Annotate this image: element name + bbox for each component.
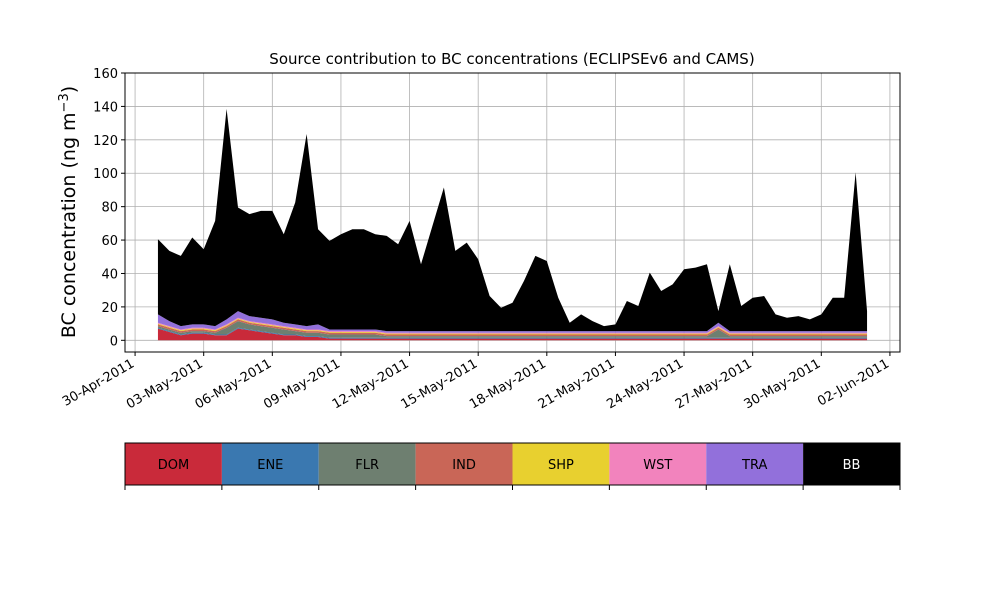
y-tick-label: 160: [93, 67, 118, 82]
y-tick-label: 20: [101, 301, 118, 316]
legend-swatch-flr: [318, 443, 416, 485]
y-axis-ticks: 0 20 40 60 80 100 120 140 160: [93, 67, 125, 349]
area-series-dom: [157, 328, 868, 341]
y-axis-label-main: BC concentration (ng m: [58, 112, 80, 338]
legend-swatch-shp: [512, 443, 610, 485]
plot-frame: [124, 72, 901, 353]
legend-label-shp: SHP: [548, 458, 574, 473]
legend-label-dom: DOM: [158, 458, 189, 473]
legend-swatch-bb: [803, 443, 900, 485]
stacked-areas: [157, 108, 868, 341]
y-tick-label: 140: [93, 100, 118, 115]
legend-swatch-tra: [706, 443, 804, 485]
area-series-ind: [157, 319, 868, 337]
y-axis-label: BC concentration (ng m−3): [57, 86, 80, 338]
legend-label-tra: TRA: [741, 458, 767, 473]
y-tick-label: 80: [101, 201, 118, 216]
legend-swatch-ene: [221, 443, 319, 485]
legend-label-ene: ENE: [257, 458, 283, 473]
chart-title: Source contribution to BC concentrations…: [269, 50, 754, 68]
legend-swatch-wst: [609, 443, 707, 485]
legend-swatch-dom: [125, 443, 222, 485]
y-tick-label: 0: [110, 334, 118, 349]
area-series-bb: [157, 108, 868, 332]
legend-label-ind: IND: [452, 458, 476, 473]
legend-colorbar: DOM ENE FLR IND SHP WST TRA BB: [124, 442, 901, 490]
legend-label-wst: WST: [643, 458, 672, 473]
y-tick-label: 100: [93, 167, 118, 182]
legend-label-bb: BB: [843, 458, 861, 473]
y-tick-label: 60: [101, 234, 118, 249]
y-tick-label: 40: [101, 267, 118, 282]
legend-swatch-ind: [415, 443, 513, 485]
legend-label-flr: FLR: [355, 458, 379, 473]
y-axis-label-close: ): [58, 86, 80, 93]
y-tick-label: 120: [93, 134, 118, 149]
y-axis-label-sup: −3: [57, 93, 72, 112]
